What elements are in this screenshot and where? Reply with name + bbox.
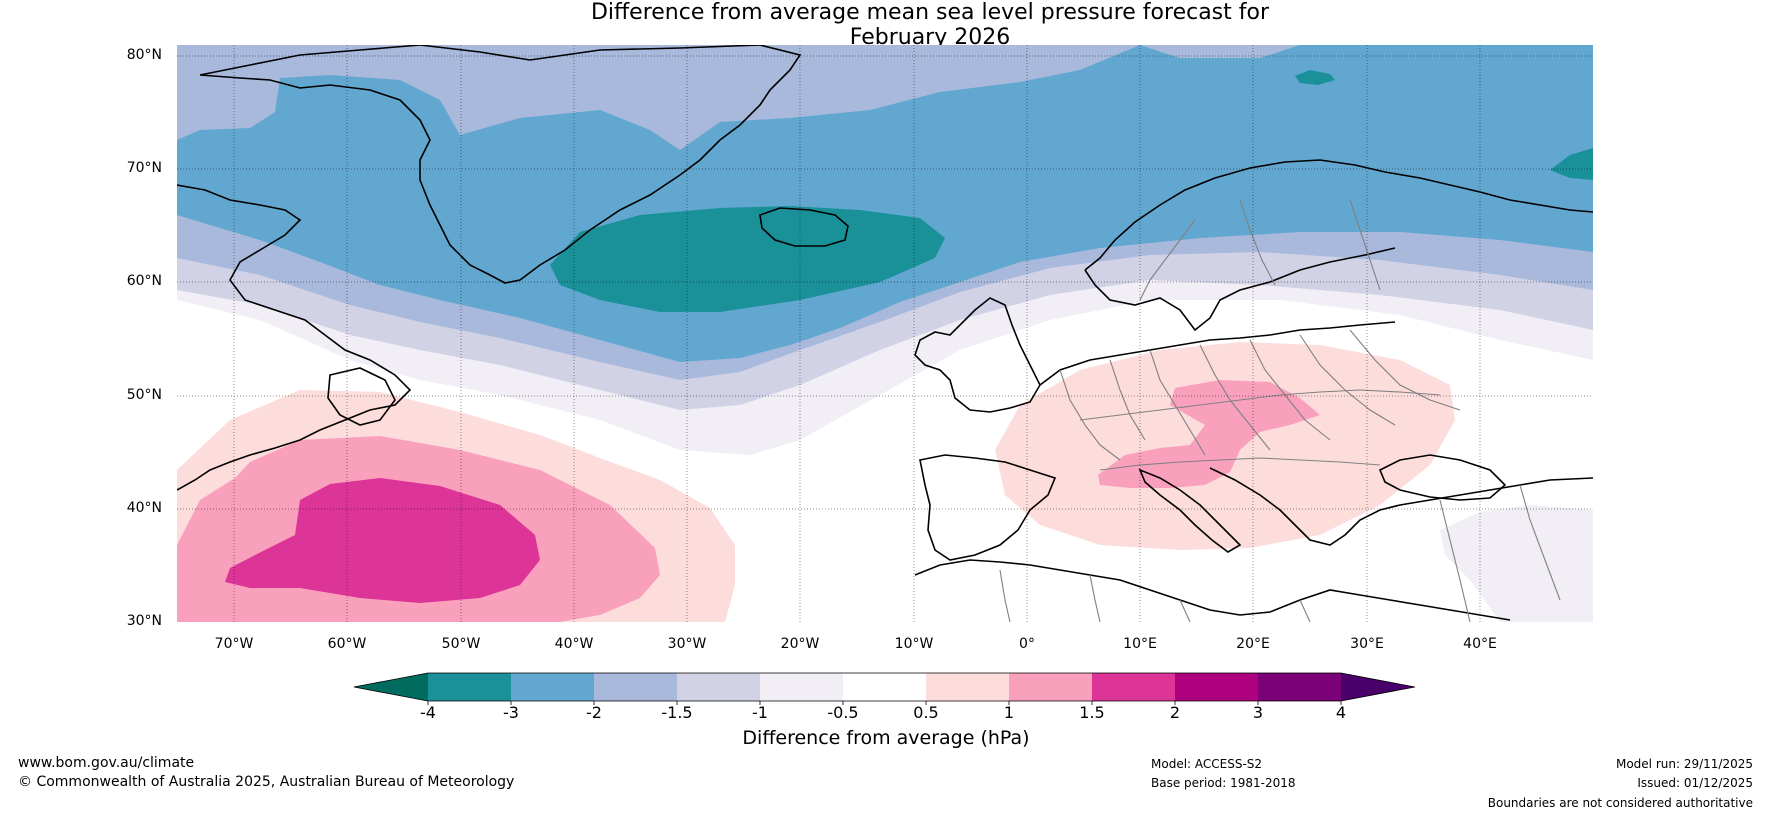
colorbar-tick-label: -1 <box>752 703 768 722</box>
colorbar-tick-label: -4 <box>420 703 436 722</box>
lon-label: 0° <box>1019 636 1035 652</box>
model-run-date: Model run: 29/11/2025 <box>1615 757 1753 771</box>
colorbar-tick-label: 1.5 <box>1079 703 1105 722</box>
colorbar-tick-label: -1.5 <box>661 703 693 722</box>
lat-label: 80°N <box>126 47 162 63</box>
colorbar-tick-label: -2 <box>586 703 602 722</box>
colorbar-tick-label: 2 <box>1169 703 1181 722</box>
anomaly-band-1-to-1.5-europe <box>1098 380 1320 488</box>
issued-date: Issued: 01/12/2025 <box>1637 776 1753 790</box>
anomaly-band-minus-4-to-minus-3-spitsbergen <box>1295 70 1335 85</box>
colorbar-swatch <box>843 673 926 701</box>
colorbar-tick-label: 4 <box>1335 703 1347 722</box>
lon-label: 70°W <box>214 636 254 652</box>
colorbar-swatch <box>1092 673 1175 701</box>
anomaly-band-minus-1-to-minus-0.5-southeast <box>1440 505 1593 622</box>
colorbar-tick-label: -0.5 <box>827 703 859 722</box>
colorbar-tick-label: 0.5 <box>913 703 939 722</box>
lon-label: 60°W <box>327 636 367 652</box>
copyright-text: © Commonwealth of Australia 2025, Austra… <box>18 774 515 790</box>
lon-label: 30°E <box>1350 636 1384 652</box>
colorbar-extension-max <box>1341 673 1415 701</box>
graticule <box>177 45 1593 622</box>
boundaries-disclaimer: Boundaries are not considered authoritat… <box>1487 796 1753 810</box>
lat-label: 70°N <box>126 160 162 176</box>
iceland-coast <box>759 207 849 247</box>
lat-label: 50°N <box>126 387 162 403</box>
canada-arctic-coast <box>177 184 412 491</box>
model-name: Model: ACCESS-S2 <box>1151 757 1263 771</box>
lon-label: 20°E <box>1236 636 1270 652</box>
scandinavia-coast <box>1084 159 1593 271</box>
colorbar-swatch <box>1175 673 1258 701</box>
colorbar-swatch <box>1258 673 1341 701</box>
lon-label: 10°W <box>894 636 934 652</box>
greenland-coast <box>199 45 802 284</box>
black-sea-coast <box>1378 454 1507 501</box>
colorbar-title: Difference from average (hPa) <box>742 727 1030 749</box>
website-link[interactable]: www.bom.gov.au/climate <box>18 755 195 771</box>
newfoundland-coast <box>327 367 396 426</box>
british-isles-coast <box>914 297 1041 413</box>
country-borders <box>999 199 1561 622</box>
lon-label: 10°E <box>1123 636 1157 652</box>
north-africa-coast <box>914 559 1511 621</box>
lon-label: 50°W <box>441 636 481 652</box>
anomaly-band-minus-4-to-minus-3-east <box>1550 148 1593 180</box>
lon-label: 40°E <box>1463 636 1497 652</box>
colorbar-extension-min <box>354 673 428 701</box>
anomaly-band-minus-3-to-minus-2 <box>177 45 1593 362</box>
colorbar-swatch <box>677 673 760 701</box>
colorbar <box>353 672 1416 705</box>
iberia-coast <box>919 454 1057 561</box>
colorbar-swatch <box>1009 673 1092 701</box>
norway-sweden-coast <box>1084 247 1396 332</box>
chart-title: Difference from average mean sea level p… <box>0 0 1770 50</box>
map-panel <box>177 45 1593 622</box>
europe-mainland-coast <box>1039 321 1396 386</box>
lat-label: 60°N <box>126 273 162 289</box>
lat-label: 40°N <box>126 500 162 516</box>
colorbar-swatch <box>511 673 594 701</box>
lon-label: 30°W <box>667 636 707 652</box>
lon-label: 40°W <box>554 636 594 652</box>
base-period: Base period: 1981-2018 <box>1151 776 1296 790</box>
italy-coast <box>1138 468 1242 553</box>
colorbar-swatch <box>760 673 843 701</box>
lon-label: 20°W <box>780 636 820 652</box>
colorbar-tick-label: 3 <box>1252 703 1264 722</box>
colorbar-tick-label: -3 <box>503 703 519 722</box>
lat-label: 30°N <box>126 613 162 629</box>
colorbar-swatch <box>594 673 677 701</box>
coastlines <box>177 45 1593 621</box>
colorbar-tick-label: 1 <box>1003 703 1015 722</box>
colorbar-swatch <box>428 673 511 701</box>
colorbar-swatch <box>926 673 1009 701</box>
chart-title-line1: Difference from average mean sea level p… <box>590 0 1270 25</box>
